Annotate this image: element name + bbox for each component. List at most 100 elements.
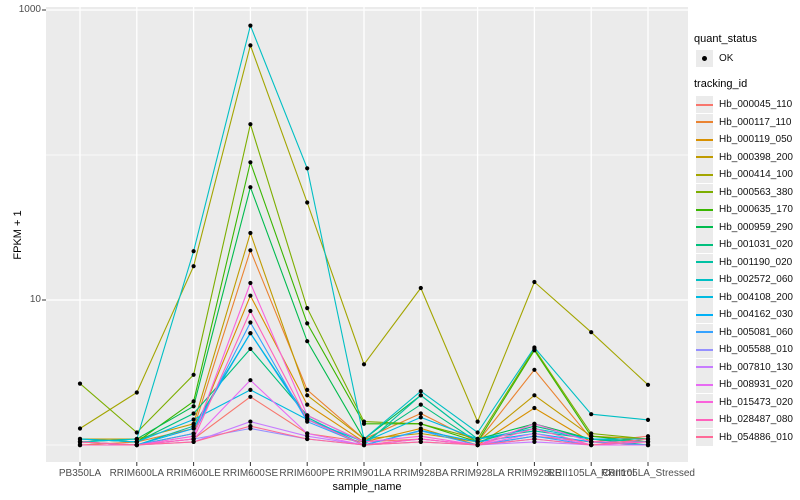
legend-entry-tracking-id: Hb_000414_100 <box>696 166 800 183</box>
data-point <box>645 436 651 442</box>
series-color-line-icon <box>696 173 713 176</box>
series-color-line-icon <box>696 226 713 228</box>
data-point <box>134 442 139 448</box>
data-point <box>532 439 537 444</box>
legend-entry-label: Hb_002572_060 <box>719 274 793 285</box>
series-color-line-icon <box>696 366 713 368</box>
data-point <box>645 439 651 444</box>
data-point <box>134 390 139 395</box>
data-point <box>361 439 367 444</box>
series-color-line-icon <box>696 121 713 123</box>
x-tick-label: RRIM600SE <box>222 468 279 479</box>
series-color-line-icon <box>696 208 713 211</box>
series-color-line-icon <box>696 261 713 263</box>
legend-entry-label: Hb_008931_020 <box>719 379 793 390</box>
legend-entry-label: Hb_005588_010 <box>719 344 793 355</box>
legend-entry-label: Hb_000117_110 <box>719 116 792 128</box>
data-point <box>248 280 253 286</box>
x-tick-label: RRII105LA_Control <box>547 468 635 479</box>
data-point <box>248 387 253 392</box>
data-point <box>418 415 423 420</box>
data-point <box>134 430 139 435</box>
series-color-line-icon <box>696 138 713 141</box>
data-point <box>305 436 310 442</box>
legend-key-box <box>696 148 713 166</box>
ok-point-icon <box>702 56 707 61</box>
data-point <box>191 399 196 404</box>
data-point <box>77 436 83 442</box>
data-point <box>532 431 537 436</box>
data-point <box>305 402 310 407</box>
legend-entry-label: Hb_001031_020 <box>719 239 793 250</box>
legend-entry-label: OK <box>719 53 734 64</box>
data-point <box>191 426 196 431</box>
legend-entry-tracking-id: Hb_054886_010 <box>696 428 800 446</box>
data-point <box>77 426 83 431</box>
legend-entry-tracking-id: Hb_015473_020 <box>696 393 800 411</box>
data-point <box>191 404 196 409</box>
data-point <box>418 436 423 442</box>
legend-entry-label: Hb_000414_100 <box>719 169 793 180</box>
legend-entry-tracking-id: Hb_000398_200 <box>696 148 800 166</box>
y-tick-label: 10 <box>29 294 41 305</box>
legend-key-box <box>696 201 713 218</box>
legend-key-box <box>696 428 713 446</box>
legend-entry-tracking-id: Hb_000117_110 <box>696 113 800 131</box>
data-point <box>645 442 651 448</box>
data-point <box>361 436 367 442</box>
data-point <box>589 412 594 417</box>
series-color-line-icon <box>696 383 713 386</box>
legend-entry-tracking-id: Hb_000959_290 <box>696 218 800 236</box>
data-point <box>532 405 537 411</box>
data-point <box>305 417 310 422</box>
legend-key-box <box>696 183 713 201</box>
legend-key-box <box>696 393 713 411</box>
legend-key-box <box>696 288 713 306</box>
data-point <box>589 330 594 335</box>
data-point <box>191 417 196 422</box>
legend-entry-tracking-id: Hb_004162_030 <box>696 306 800 323</box>
legend-key-box <box>696 306 713 323</box>
data-point <box>248 293 253 298</box>
data-point <box>305 413 310 418</box>
data-point <box>532 421 537 426</box>
data-point <box>248 308 253 314</box>
data-point <box>361 442 367 448</box>
data-point <box>418 389 423 394</box>
data-point <box>191 249 196 254</box>
legend-key-box <box>696 271 713 288</box>
legend-entry-tracking-id: Hb_000635_170 <box>696 201 800 218</box>
legend-entry-label: Hb_004108_200 <box>719 291 793 303</box>
data-point <box>418 285 423 291</box>
data-point <box>191 411 196 416</box>
data-point <box>475 436 480 442</box>
data-point <box>589 442 594 448</box>
legend-key-box <box>696 50 713 67</box>
legend-entry-quant-status-ok: OK <box>696 50 796 67</box>
legend-entry-tracking-id: Hb_000119_050 <box>696 131 800 148</box>
legend-key-box <box>696 253 713 271</box>
x-tick-label: RRIM600PE <box>279 468 335 479</box>
data-point <box>134 436 139 442</box>
data-point <box>248 248 253 253</box>
data-point <box>532 426 537 431</box>
data-point <box>305 431 310 436</box>
series-color-line-icon <box>696 278 713 281</box>
series-color-line-icon <box>696 103 713 106</box>
x-axis-title: sample_name <box>332 481 402 493</box>
legend-key-box <box>696 166 713 183</box>
series-color-line-icon <box>696 296 713 298</box>
legend-key-box <box>696 358 713 376</box>
legend-key-box <box>696 113 713 131</box>
legend-entry-tracking-id: Hb_008931_020 <box>696 376 800 393</box>
legend-key-box <box>696 236 713 253</box>
legend-entry-tracking-id: Hb_000563_380 <box>696 183 800 201</box>
legend-key-box <box>696 96 713 113</box>
legend-entry-label: Hb_000045_110 <box>719 99 793 110</box>
series-color-line-icon <box>696 348 713 351</box>
data-point <box>361 362 367 367</box>
legend-key-box <box>696 323 713 341</box>
data-point <box>305 166 310 171</box>
